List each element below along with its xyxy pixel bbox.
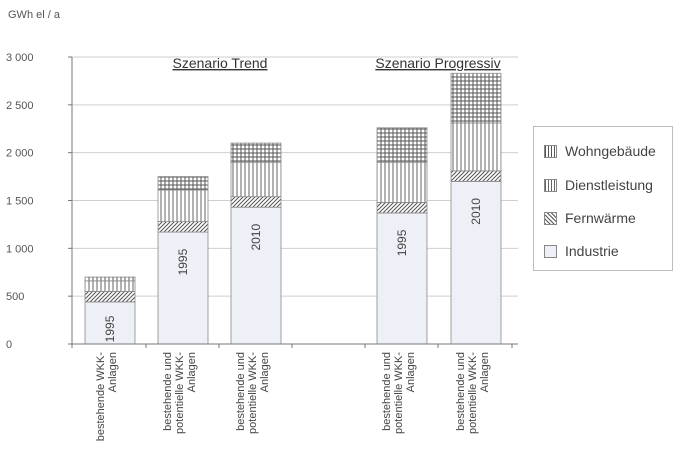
bar-segment-fernwaerme [230, 196, 282, 208]
legend-label-dienstleistung: Dienstleistung [565, 177, 653, 193]
bar-segment-industrie [230, 206, 282, 345]
bar-segment-dienstleistung [450, 122, 502, 172]
x-category-label: bestehende und [162, 352, 174, 431]
y-tick-label: 0 [6, 339, 12, 351]
x-category-label: bestehende WKK- [95, 352, 107, 442]
dienstleistung-swatch-icon [544, 178, 557, 192]
bar-segment-dienstleistung [376, 161, 428, 203]
y-tick-label: 500 [6, 291, 24, 303]
bar-segment-fernwaerme [157, 221, 209, 233]
labels: 0 500 1 000 1 500 2 000 2 500 3 000 1995 bestehe… [6, 52, 501, 441]
y-tick-label: 1 000 [6, 243, 34, 255]
x-category-label: bestehende und [455, 352, 467, 431]
bar-segment-wohngebaeude [157, 176, 209, 191]
bar-year-label: 1995 [395, 229, 409, 256]
x-category-label: Anlagen [405, 352, 417, 392]
bar-year-label: 1995 [176, 248, 190, 275]
scenario-label: Szenario Trend [173, 55, 268, 71]
x-category-label: potentielle WKK- [393, 352, 405, 434]
bar-segment-wohngebaeude [84, 276, 136, 282]
bar-year-label: 1995 [103, 315, 117, 342]
legend-label-fernwaerme: Fernwärme [565, 210, 636, 226]
bar-segment-dienstleistung [157, 189, 209, 222]
legend-label-industrie: Industrie [565, 243, 619, 259]
bar-year-label: 2010 [469, 198, 483, 225]
bar-segment-wohngebaeude [450, 72, 502, 124]
legend: Wohngebäude Dienstleistung Fernwärme Ind… [533, 126, 673, 271]
wohngebaeude-swatch-icon [544, 144, 557, 158]
x-category-label: potentielle WKK- [247, 352, 259, 434]
x-category-label: bestehende und [235, 352, 247, 431]
grid-lines [72, 56, 518, 297]
legend-item-wohngebaeude: Wohngebäude [544, 141, 656, 161]
x-category-label: potentielle WKK- [467, 352, 479, 434]
bar-year-label: 2010 [249, 224, 263, 251]
bar-segment-industrie [450, 180, 502, 345]
x-category-label: Anlagen [186, 352, 198, 392]
bar-segment-wohngebaeude [376, 127, 428, 163]
bar-segment-dienstleistung [84, 280, 136, 292]
x-category-label: Anlagen [107, 352, 119, 392]
bars [84, 72, 502, 345]
legend-item-dienstleistung: Dienstleistung [544, 175, 653, 195]
bar-segment-industrie [157, 231, 209, 345]
fernwaerme-swatch-icon [544, 211, 557, 225]
axes [68, 56, 518, 348]
scenario-label: Szenario Progressiv [375, 55, 500, 71]
bar-segment-fernwaerme [84, 290, 136, 303]
legend-item-fernwaerme: Fernwärme [544, 208, 636, 228]
y-tick-label: 2 000 [6, 148, 34, 160]
legend-label-wohngebaeude: Wohngebäude [565, 143, 656, 159]
x-category-label: Anlagen [259, 352, 271, 392]
industrie-swatch-icon [544, 244, 557, 258]
x-category-label: bestehende und [381, 352, 393, 431]
bar-segment-wohngebaeude [230, 142, 282, 163]
y-axis-unit-label: GWh el / a [8, 9, 60, 21]
x-category-label: Anlagen [479, 352, 491, 392]
bar-segment-dienstleistung [230, 161, 282, 198]
bar-segment-industrie [376, 212, 428, 345]
legend-item-industrie: Industrie [544, 241, 619, 261]
bar-segment-fernwaerme [376, 202, 428, 214]
y-tick-label: 1 500 [6, 196, 34, 208]
y-tick-label: 3 000 [6, 52, 34, 64]
y-tick-label: 2 500 [6, 100, 34, 112]
bar-segment-fernwaerme [450, 170, 502, 182]
x-category-label: potentielle WKK- [174, 352, 186, 434]
